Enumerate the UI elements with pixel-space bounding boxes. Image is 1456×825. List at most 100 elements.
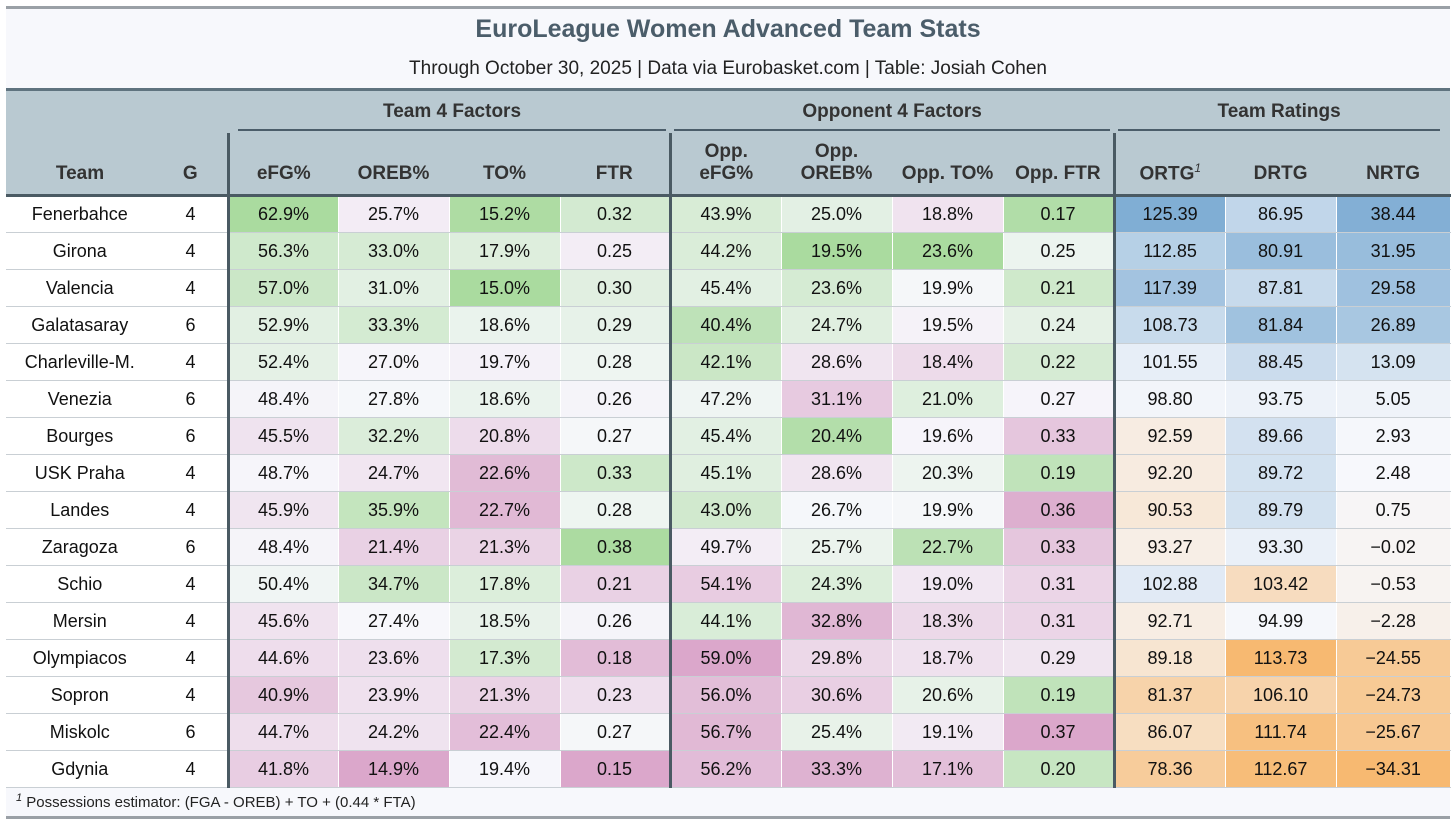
cell-oreb: 23.9% (338, 676, 450, 714)
cell-opp-efg: 59.0% (670, 639, 782, 677)
cell-to: 17.3% (449, 639, 561, 677)
cell-to: 21.3% (449, 676, 561, 714)
cell-opp-ftr: 0.20 (1003, 750, 1116, 788)
col-header-to: TO% (449, 132, 560, 196)
cell-ftr: 0.25 (560, 232, 672, 270)
cell-efg: 45.5% (226, 417, 339, 455)
footnote-marker: 1 (1194, 160, 1202, 175)
cell-ortg: 101.55 (1114, 343, 1226, 381)
cell-to: 17.8% (449, 565, 561, 603)
cell-ftr: 0.23 (560, 676, 672, 714)
table-row: Girona 4 56.3% 33.0% 17.9% 0.25 44.2% 19.5% 23.6… (6, 232, 1451, 270)
cell-opp-efg: 45.4% (670, 417, 782, 455)
cell-ftr: 0.30 (560, 269, 672, 307)
cell-team: Valencia (6, 269, 155, 307)
cell-oreb: 27.0% (338, 343, 450, 381)
cell-opp-oreb: 31.1% (781, 380, 893, 418)
cell-oreb: 25.7% (338, 195, 450, 233)
cell-team: Sopron (6, 676, 155, 714)
cell-drtg: 87.81 (1225, 269, 1337, 307)
cell-opp-to: 18.7% (892, 639, 1004, 677)
col-header-drtg: DRTG (1225, 132, 1337, 196)
cell-nrtg: −25.67 (1336, 713, 1451, 751)
cell-g: 6 (154, 713, 229, 751)
table-figure: EuroLeague Women Advanced Team Stats Thr… (6, 6, 1451, 819)
cell-nrtg: 2.48 (1336, 454, 1451, 492)
footnote: 1 Possessions estimator: (FGA - OREB) + … (16, 792, 416, 811)
cell-g: 4 (154, 750, 229, 788)
cell-opp-oreb: 28.6% (781, 343, 893, 381)
column-header-row: Team G eFG% OREB% TO% FTR Opp. eFG% Opp. O… (6, 132, 1451, 196)
cell-opp-ftr: 0.25 (1003, 232, 1116, 270)
cell-opp-ftr: 0.31 (1003, 602, 1116, 640)
page-title: EuroLeague Women Advanced Team Stats (475, 15, 981, 43)
table-row: Zaragoza 6 48.4% 21.4% 21.3% 0.38 49.7% 25.7% 22… (6, 528, 1451, 566)
cell-ortg: 98.80 (1114, 380, 1226, 418)
cell-drtg: 89.66 (1225, 417, 1337, 455)
cell-ortg: 108.73 (1114, 306, 1226, 344)
cell-team: USK Praha (6, 454, 155, 492)
table-row: Miskolc 6 44.7% 24.2% 22.4% 0.27 56.7% 25.4% 19.… (6, 713, 1451, 751)
col-header-ftr: FTR (560, 132, 672, 196)
col-header-opp-efg: Opp. eFG% (670, 132, 782, 196)
cell-drtg: 93.75 (1225, 380, 1337, 418)
cell-opp-oreb: 33.3% (781, 750, 893, 788)
cell-drtg: 113.73 (1225, 639, 1337, 677)
cell-to: 19.7% (449, 343, 561, 381)
cell-nrtg: −24.73 (1336, 676, 1451, 714)
cell-opp-to: 20.3% (892, 454, 1004, 492)
cell-opp-ftr: 0.17 (1003, 195, 1116, 233)
cell-drtg: 94.99 (1225, 602, 1337, 640)
cell-team: Girona (6, 232, 155, 270)
cell-nrtg: 0.75 (1336, 491, 1451, 529)
cell-opp-ftr: 0.21 (1003, 269, 1116, 307)
cell-drtg: 89.79 (1225, 491, 1337, 529)
cell-ortg: 112.85 (1114, 232, 1226, 270)
cell-to: 22.7% (449, 491, 561, 529)
cell-ftr: 0.26 (560, 602, 672, 640)
cell-ftr: 0.28 (560, 491, 672, 529)
cell-team: Olympiacos (6, 639, 155, 677)
cell-to: 18.6% (449, 380, 561, 418)
cell-oreb: 27.8% (338, 380, 450, 418)
cell-nrtg: −2.28 (1336, 602, 1451, 640)
cell-ortg: 89.18 (1114, 639, 1226, 677)
table-row: Schio 4 50.4% 34.7% 17.8% 0.21 54.1% 24.3% 19.0%… (6, 565, 1451, 603)
cell-nrtg: −0.02 (1336, 528, 1451, 566)
cell-ortg: 102.88 (1114, 565, 1226, 603)
cell-nrtg: −34.31 (1336, 750, 1451, 788)
cell-opp-to: 20.6% (892, 676, 1004, 714)
cell-ftr: 0.15 (560, 750, 672, 788)
cell-efg: 44.7% (226, 713, 339, 751)
cell-g: 4 (154, 639, 229, 677)
cell-opp-efg: 42.1% (670, 343, 782, 381)
cell-opp-efg: 56.2% (670, 750, 782, 788)
cell-opp-to: 19.0% (892, 565, 1004, 603)
cell-drtg: 89.72 (1225, 454, 1337, 492)
cell-opp-to: 18.8% (892, 195, 1004, 233)
cell-oreb: 32.2% (338, 417, 450, 455)
table-row: Sopron 4 40.9% 23.9% 21.3% 0.23 56.0% 30.6% 20.6… (6, 676, 1451, 714)
cell-opp-to: 19.5% (892, 306, 1004, 344)
cell-opp-oreb: 24.3% (781, 565, 893, 603)
table-row: Galatasaray 6 52.9% 33.3% 18.6% 0.29 40.4% 24.7… (6, 306, 1451, 344)
cell-team: Charleville-M. (6, 343, 155, 381)
cell-efg: 50.4% (226, 565, 339, 603)
cell-opp-ftr: 0.27 (1003, 380, 1116, 418)
cell-nrtg: 38.44 (1336, 195, 1451, 233)
cell-ftr: 0.29 (560, 306, 672, 344)
cell-drtg: 106.10 (1225, 676, 1337, 714)
cell-opp-ftr: 0.19 (1003, 454, 1116, 492)
col-header-opp-to: Opp. TO% (892, 132, 1004, 196)
cell-opp-to: 19.1% (892, 713, 1004, 751)
cell-opp-to: 17.1% (892, 750, 1004, 788)
group-opponent-4-factors: Opponent 4 Factors (670, 89, 1115, 133)
cell-opp-oreb: 20.4% (781, 417, 893, 455)
cell-team: Bourges (6, 417, 155, 455)
cell-ortg: 81.37 (1114, 676, 1226, 714)
cell-g: 4 (154, 454, 229, 492)
cell-team: Gdynia (6, 750, 155, 788)
col-header-opp-oreb: Opp. OREB% (781, 132, 893, 196)
cell-opp-oreb: 26.7% (781, 491, 893, 529)
cell-opp-ftr: 0.31 (1003, 565, 1116, 603)
